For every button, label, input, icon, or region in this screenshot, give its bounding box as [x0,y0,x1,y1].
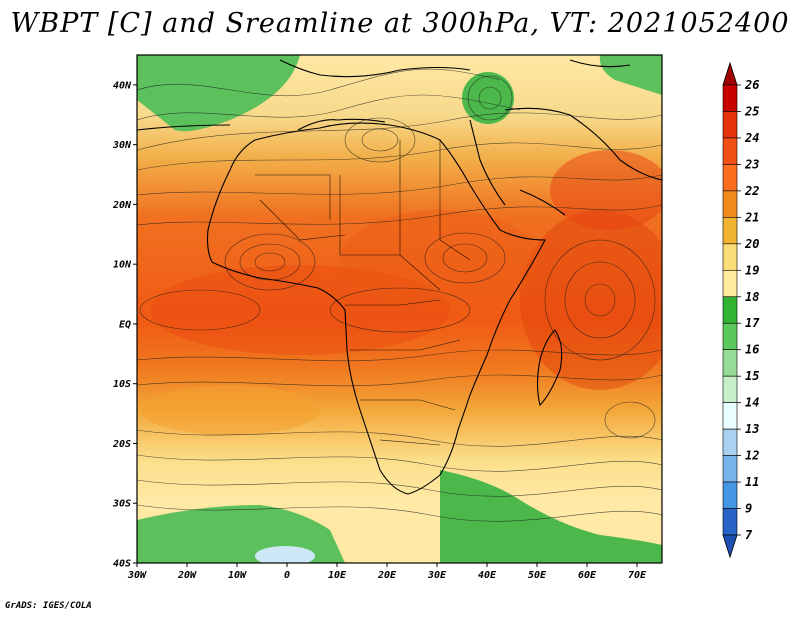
lat-label: 40S [113,559,131,570]
colorbar-label: 12 [745,449,759,463]
colorbar-box [722,428,738,456]
lat-label: 40N [113,80,132,91]
lon-label: 10E [328,570,347,581]
colorbar-box [722,164,738,192]
colorbar-label: 19 [745,263,759,277]
latitude-axis: 40N 30N 20N 10N EQ 10S 20S 30S 40S [112,80,137,570]
lon-label: 30W [127,570,147,581]
colorbar-label: 20 [744,237,759,251]
lon-label: 10W [228,570,247,581]
lat-label: 20S [112,439,131,450]
colorbar-box [722,243,738,271]
lon-label: 30E [427,570,447,581]
colorbar-box [722,508,738,536]
colorbar-label: 16 [745,343,759,357]
temperature-field [137,55,662,563]
lon-label: 70E [628,570,647,581]
lon-label: 50E [528,570,547,581]
colorbar-box [722,322,738,351]
lat-label: EQ [119,319,131,330]
colorbar-label: 13 [745,422,759,436]
colorbar-label: 25 [744,104,759,118]
colorbar-label: 21 [744,210,759,224]
plot-frame [136,54,663,564]
colorbar-box [722,269,738,298]
longitude-axis: 30W 20W 10W 0 10E 20E 30E 40E 50E 60E 70E [127,563,647,581]
colorbar-label: 18 [745,290,759,304]
lat-label: 30N [112,140,132,151]
colorbar-box [722,296,738,324]
colorbar-box [722,481,738,509]
colorbar-box [722,190,738,218]
colorbar-box [722,217,738,245]
colorbar-label: 22 [744,184,759,198]
colorbar-label: 7 [745,528,753,542]
colorbar-box [722,111,738,139]
colorbar-label: 9 [745,502,752,516]
colorbar-box [722,402,738,430]
colorbar: 26 25 24 23 22 21 20 19 18 17 16 15 14 13 12 11 9 7 [722,61,760,559]
lon-label: 20W [177,570,197,581]
colorbar-box [722,349,738,377]
colorbar-top-arrow [722,61,738,86]
colorbar-label: 23 [744,157,759,171]
lon-label: 40E [478,570,497,581]
colorbar-label: 11 [745,475,759,489]
coastline [137,59,662,495]
colorbar-box [722,137,738,165]
colorbar-label: 17 [745,316,760,330]
map-title: WBPT [C] and Sreamline at 300hPa, VT: 20… [10,8,790,39]
lon-label: 60E [578,570,597,581]
colorbar-box [722,455,738,483]
colorbar-label: 14 [745,396,759,410]
colorbar-box [722,375,738,403]
grads-credit: GrADS: IGES/COLA [5,601,92,611]
lat-label: 30S [112,499,131,510]
colorbar-label: 15 [745,369,759,383]
country-borders [255,140,471,446]
lon-label: 20E [377,570,397,581]
colorbar-label: 24 [744,131,759,145]
lat-label: 10N [113,260,132,271]
colorbar-bottom-arrow [722,534,738,559]
colorbar-box [722,84,738,112]
lon-label: 0 [284,570,290,581]
colorbar-label: 26 [744,78,759,92]
lat-label: 20N [112,200,132,211]
lat-label: 10S [113,379,131,390]
